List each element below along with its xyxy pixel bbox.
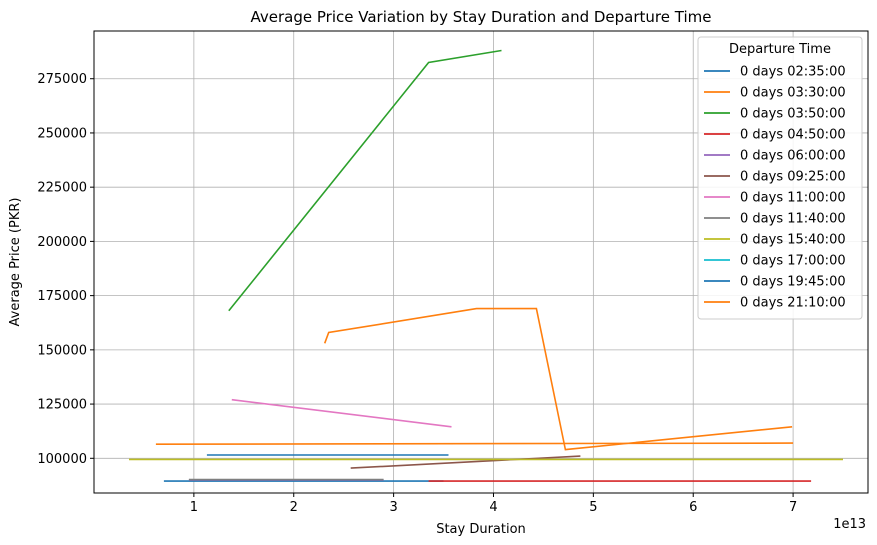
x-axis-offset-label: 1e13 bbox=[833, 517, 866, 532]
series-line-5 bbox=[350, 455, 581, 469]
series-lines bbox=[129, 49, 843, 482]
chart-title: Average Price Variation by Stay Duration… bbox=[251, 8, 712, 26]
y-tick-label: 225000 bbox=[37, 181, 87, 196]
legend: Departure Time 0 days 02:35:00 0 days 03:3… bbox=[697, 36, 863, 320]
plot-frame bbox=[93, 30, 869, 494]
x-tick-label: 3 bbox=[389, 500, 397, 515]
legend-entry: 0 days 11:00:00 bbox=[740, 191, 846, 206]
x-axis-label: Stay Duration bbox=[436, 522, 526, 537]
y-tick-label: 150000 bbox=[37, 343, 87, 358]
x-tick-label: 2 bbox=[290, 500, 298, 515]
legend-entry: 0 days 09:25:00 bbox=[740, 170, 846, 185]
y-tick-label: 275000 bbox=[37, 72, 87, 87]
legend-entry: 0 days 19:45:00 bbox=[740, 275, 846, 290]
legend-entry: 0 days 02:35:00 bbox=[740, 65, 846, 80]
x-tick-label: 7 bbox=[789, 500, 797, 515]
x-tick-label: 1 bbox=[190, 500, 198, 515]
legend-title: Departure Time bbox=[729, 42, 831, 57]
legend-entry: 0 days 03:30:00 bbox=[740, 86, 846, 101]
legend-entry: 0 days 15:40:00 bbox=[740, 233, 846, 248]
y-tick-label: 125000 bbox=[37, 398, 87, 413]
legend-entry: 0 days 03:50:00 bbox=[740, 107, 846, 122]
series-line-1 bbox=[155, 442, 794, 446]
series-line-6 bbox=[231, 398, 452, 428]
y-axis-label: Average Price (PKR) bbox=[8, 198, 23, 327]
series-line-2 bbox=[228, 49, 502, 312]
y-tick-label: 175000 bbox=[37, 289, 87, 304]
x-tick-label: 6 bbox=[689, 500, 697, 515]
x-tick-label: 4 bbox=[489, 500, 497, 515]
series-line-11 bbox=[323, 307, 793, 451]
legend-entry: 0 days 06:00:00 bbox=[740, 149, 846, 164]
x-tick-label: 5 bbox=[589, 500, 597, 515]
legend-entry: 0 days 21:10:00 bbox=[740, 296, 846, 311]
y-tick-label: 250000 bbox=[37, 126, 87, 141]
y-tick-label: 200000 bbox=[37, 235, 87, 250]
x-axis-ticks: 1 2 3 4 5 6 7 bbox=[190, 493, 797, 515]
legend-box bbox=[697, 36, 863, 320]
legend-entry: 0 days 04:50:00 bbox=[740, 128, 846, 143]
y-axis-ticks: 100000 125000 150000 175000 200000 225000 2500… bbox=[37, 72, 94, 467]
legend-entry: 0 days 17:00:00 bbox=[740, 254, 846, 269]
legend-entry: 0 days 11:40:00 bbox=[740, 212, 846, 227]
y-tick-label: 100000 bbox=[37, 452, 87, 467]
